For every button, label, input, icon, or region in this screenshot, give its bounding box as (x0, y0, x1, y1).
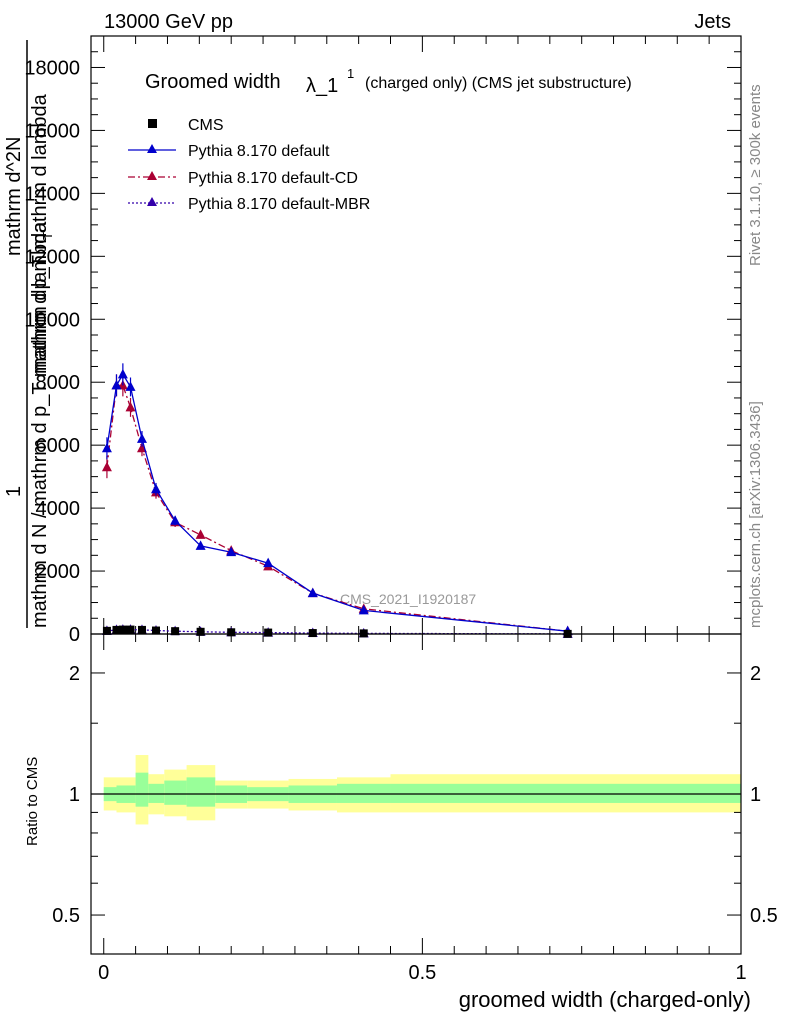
legend: CMS Pythia 8.170 default Pythia 8.170 de… (128, 117, 370, 213)
ratio-y-tick-label-right: 2 (750, 663, 761, 685)
ratio-y-tick-label: 0.5 (52, 905, 80, 927)
ratio-y-axis-label: Ratio to CMS (24, 757, 41, 846)
data-point (195, 529, 206, 539)
legend-marker-default (147, 144, 157, 153)
legend-marker-cms (148, 119, 157, 128)
data-point (196, 627, 205, 636)
data-point (111, 379, 122, 390)
legend-marker-default-cd (147, 171, 157, 180)
plot-title-superscript: 1 (347, 66, 354, 81)
y-axis-label-subscript: T (40, 232, 55, 240)
legend-marker-default-mbr (147, 197, 157, 206)
data-point (137, 625, 146, 634)
data-point (358, 604, 369, 615)
series-layer (101, 363, 573, 638)
data-point (118, 625, 127, 634)
data-point (112, 625, 121, 634)
ratio-y-tick-label-right: 0.5 (750, 905, 778, 927)
x-tick-label: 0 (98, 962, 109, 984)
main-axis-ticks (91, 35, 742, 635)
legend-label-default-mbr: Pythia 8.170 default-MBR (188, 196, 370, 213)
ratio-axis-ticks (91, 633, 742, 954)
plot-title-lambda: λ_1 (306, 75, 338, 97)
legend-label-default-cd: Pythia 8.170 default-CD (188, 170, 358, 187)
rivet-label: Rivet 3.1.10, ≥ 300k events (747, 84, 764, 266)
series-cms (102, 625, 572, 638)
data-point (263, 557, 274, 568)
data-point (101, 461, 112, 472)
data-point (264, 628, 273, 637)
y-tick-label: 0 (69, 624, 80, 646)
y-axis-label-dpt: mathrm dp_T mathrm d lambda (29, 93, 51, 374)
mcplots-label: mcplots.cern.ch [arXiv:1306.3436] (747, 401, 764, 628)
data-point (126, 625, 135, 634)
data-point (227, 628, 236, 637)
plot-title-rest: (charged only) (CMS jet substructure) (365, 75, 632, 92)
data-point (125, 401, 136, 412)
y-axis-label: 1 mathrm d N / mathrm d p_T mathrm d lam… (3, 40, 55, 628)
ratio-y-tick-label: 1 (69, 784, 80, 806)
data-point (151, 483, 161, 494)
header-right: Jets (694, 11, 731, 33)
ratio-bands (103, 755, 741, 825)
data-point (226, 546, 237, 557)
series-line (106, 384, 568, 632)
ratio-y-tick-label-right: 1 (750, 784, 761, 806)
y-tick-label: 12000 (24, 246, 80, 268)
y-tick-label: 6000 (36, 435, 81, 457)
legend-label-default: Pythia 8.170 default (188, 143, 330, 160)
data-point (117, 368, 128, 379)
plot-title-main: Groomed width (145, 71, 281, 93)
data-point (308, 629, 317, 638)
y-tick-label: 4000 (36, 498, 81, 520)
y-tick-label: 2000 (36, 561, 81, 583)
series-line (106, 373, 568, 632)
y-axis-label-denominator: mathrm d N / mathrm d p_T mathrm d lambd… (29, 221, 51, 628)
x-axis-label: groomed width (charged-only) (459, 987, 751, 1012)
data-point (152, 626, 160, 635)
ratio-y-tick-label: 2 (69, 663, 80, 685)
x-tick-label: 0.5 (408, 962, 436, 984)
ratio-y-tick-labels: 0.5 0.5 1 1 2 2 (52, 663, 778, 927)
data-point (359, 629, 368, 638)
data-point (170, 515, 181, 525)
y-axis-label-one: 1 (3, 486, 25, 497)
y-tick-label: 10000 (24, 309, 80, 331)
analysis-watermark: CMS_2021_I1920187 (340, 591, 476, 607)
plot-title: Groomed width λ_1 1 (charged only) (CMS … (145, 66, 632, 97)
data-point (125, 381, 136, 391)
data-point (136, 433, 147, 443)
y-tick-label: 14000 (24, 183, 80, 205)
header-left: 13000 GeV pp (104, 11, 233, 33)
y-tick-label: 16000 (24, 120, 80, 142)
series-pythia-8-170-default-cd (101, 374, 573, 636)
series-pythia-8-170-default (101, 363, 573, 636)
legend-label-cms: CMS (188, 117, 224, 134)
data-point (102, 626, 111, 635)
ratio-inner-band (186, 777, 216, 807)
data-point (171, 627, 180, 636)
ratio-inner-band (164, 780, 187, 805)
data-point (195, 540, 206, 550)
data-point (307, 587, 318, 598)
ratio-inner-band (135, 772, 149, 807)
y-axis-label-numerator: mathrm d^2N (3, 137, 25, 256)
x-tick-label: 1 (735, 962, 746, 984)
data-point (101, 442, 112, 453)
main-y-tick-labels: 0 2000 4000 6000 8000 10000 12000 14000 16000 180… (24, 57, 80, 646)
y-tick-label: 8000 (36, 372, 81, 394)
x-tick-labels: 0 0.5 1 (98, 962, 746, 984)
y-tick-label: 18000 (24, 57, 80, 79)
